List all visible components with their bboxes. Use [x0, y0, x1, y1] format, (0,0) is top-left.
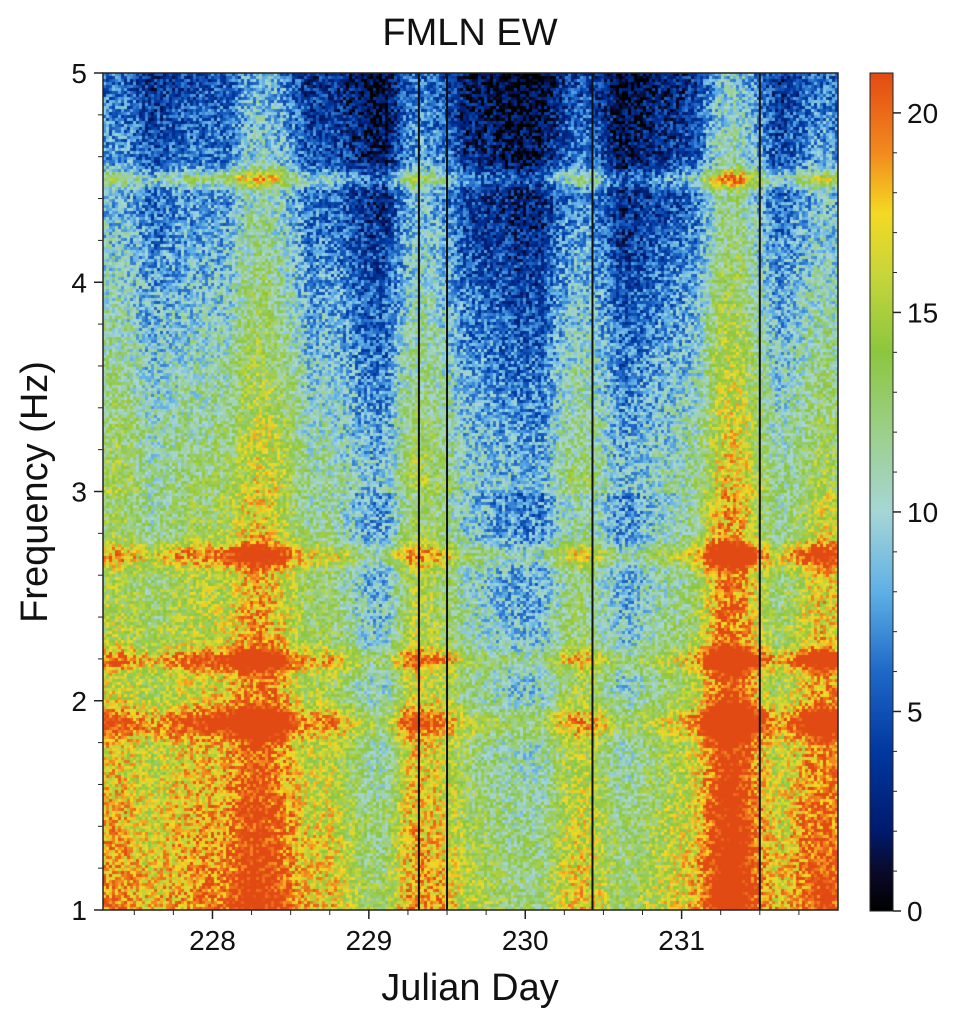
colorbar: [869, 72, 894, 912]
y-axis: 1 2 3 4 5: [71, 58, 103, 926]
colorbar-ticks: 0 5 10 15 20: [893, 98, 938, 927]
chart-title: FMLN EW: [382, 12, 557, 54]
x-axis: 228 229 230 231: [133, 910, 800, 956]
x-tick-label: 228: [189, 925, 236, 956]
y-tick-label: 5: [71, 58, 87, 89]
x-axis-label: Julian Day: [381, 967, 558, 1009]
colorbar-tick-label: 10: [907, 497, 938, 528]
colorbar-tick-label: 15: [907, 297, 938, 328]
y-tick-label: 3: [71, 477, 87, 508]
x-tick-label: 230: [502, 925, 549, 956]
colorbar-tick-label: 0: [907, 896, 923, 927]
heatmap-cells: [103, 73, 838, 910]
y-tick-label: 4: [71, 267, 87, 298]
y-tick-label: 2: [71, 686, 87, 717]
heatmap: [103, 73, 838, 910]
x-tick-label: 231: [658, 925, 705, 956]
y-tick-label: 1: [71, 895, 87, 926]
y-axis-label: Frequency (Hz): [14, 361, 56, 623]
colorbar-tick-label: 5: [907, 696, 923, 727]
x-tick-label: 229: [345, 925, 392, 956]
colorbar-tick-label: 20: [907, 98, 938, 129]
